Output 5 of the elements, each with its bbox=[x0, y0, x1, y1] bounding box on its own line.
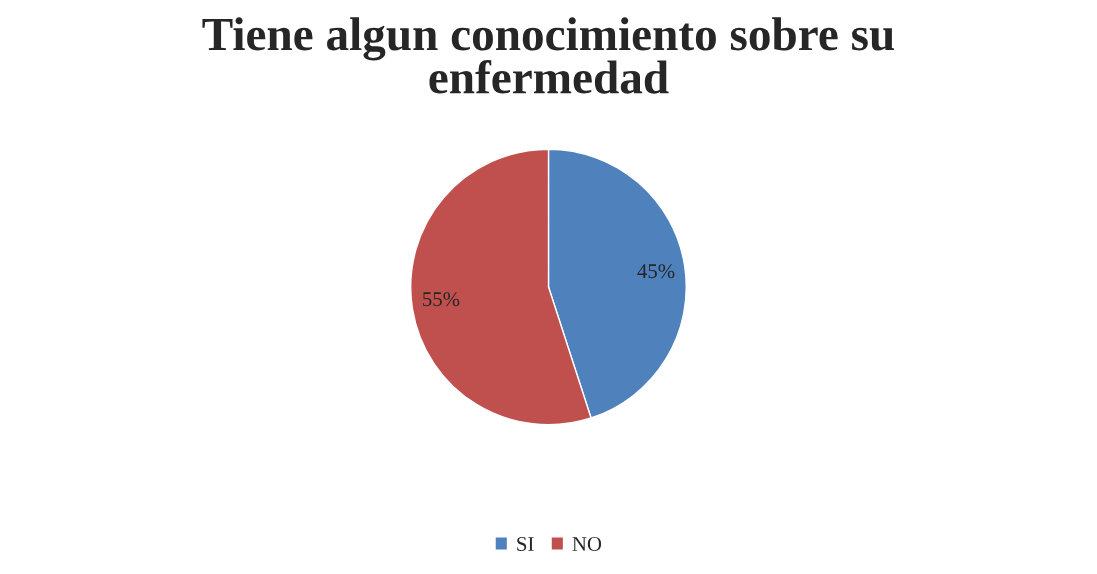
data-label: 55% bbox=[423, 292, 460, 307]
data-label: 45% bbox=[637, 264, 675, 279]
legend-label: SI bbox=[517, 537, 534, 552]
chart-title: Tiene algun conocimiento sobre su enfermedad bbox=[202, 17, 895, 94]
legend-label: NO bbox=[572, 537, 602, 552]
